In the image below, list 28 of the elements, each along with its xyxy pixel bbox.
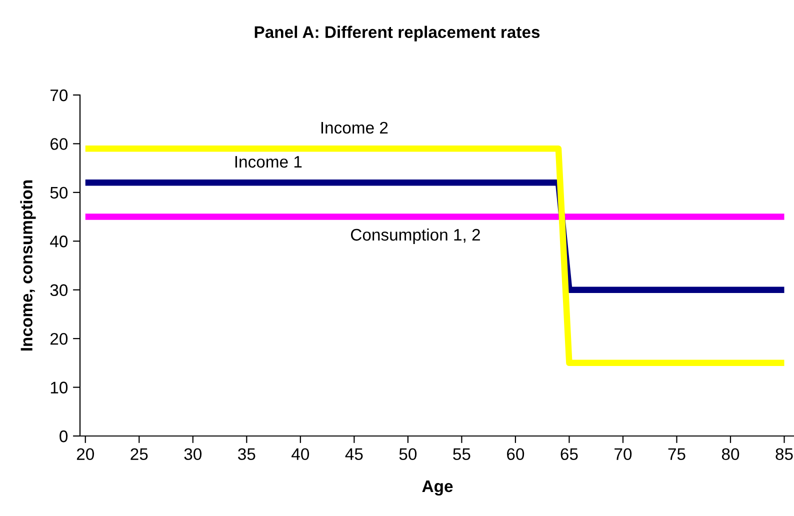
x-tick-label: 50 <box>399 448 417 460</box>
y-tick-label: 50 <box>50 186 68 199</box>
x-tick-label: 25 <box>130 448 148 460</box>
x-tick-label: 20 <box>76 448 94 460</box>
y-tick-label: 60 <box>50 138 68 150</box>
x-tick-label: 70 <box>614 448 632 460</box>
x-axis-title: Age <box>422 480 453 496</box>
y-tick-label: 20 <box>50 332 68 345</box>
annotation: Consumption 1, 2 <box>350 228 480 244</box>
y-tick-label: 70 <box>50 89 68 102</box>
x-tick-label: 75 <box>668 448 686 460</box>
x-tick-label: 40 <box>292 448 310 460</box>
y-tick-label: 0 <box>60 430 68 442</box>
x-tick-label: 55 <box>453 448 470 460</box>
x-tick-label: 65 <box>560 448 578 460</box>
x-tick-label: 45 <box>345 448 363 460</box>
y-axis-title: Income, consumption <box>20 180 36 350</box>
y-tick-label: 40 <box>50 236 68 248</box>
x-tick-label: 85 <box>776 448 793 460</box>
x-tick-label: 30 <box>184 448 202 460</box>
y-tick-label: 30 <box>50 284 68 296</box>
x-tick-label: 35 <box>238 448 256 460</box>
x-tick-label: 60 <box>507 448 524 460</box>
annotation: Income 2 <box>321 122 388 134</box>
x-tick-label: 80 <box>722 448 740 460</box>
y-tick-label: 10 <box>50 382 68 394</box>
annotation: Income 1 <box>235 156 302 168</box>
chart-title: Panel A: Different replacement rates <box>254 26 540 42</box>
